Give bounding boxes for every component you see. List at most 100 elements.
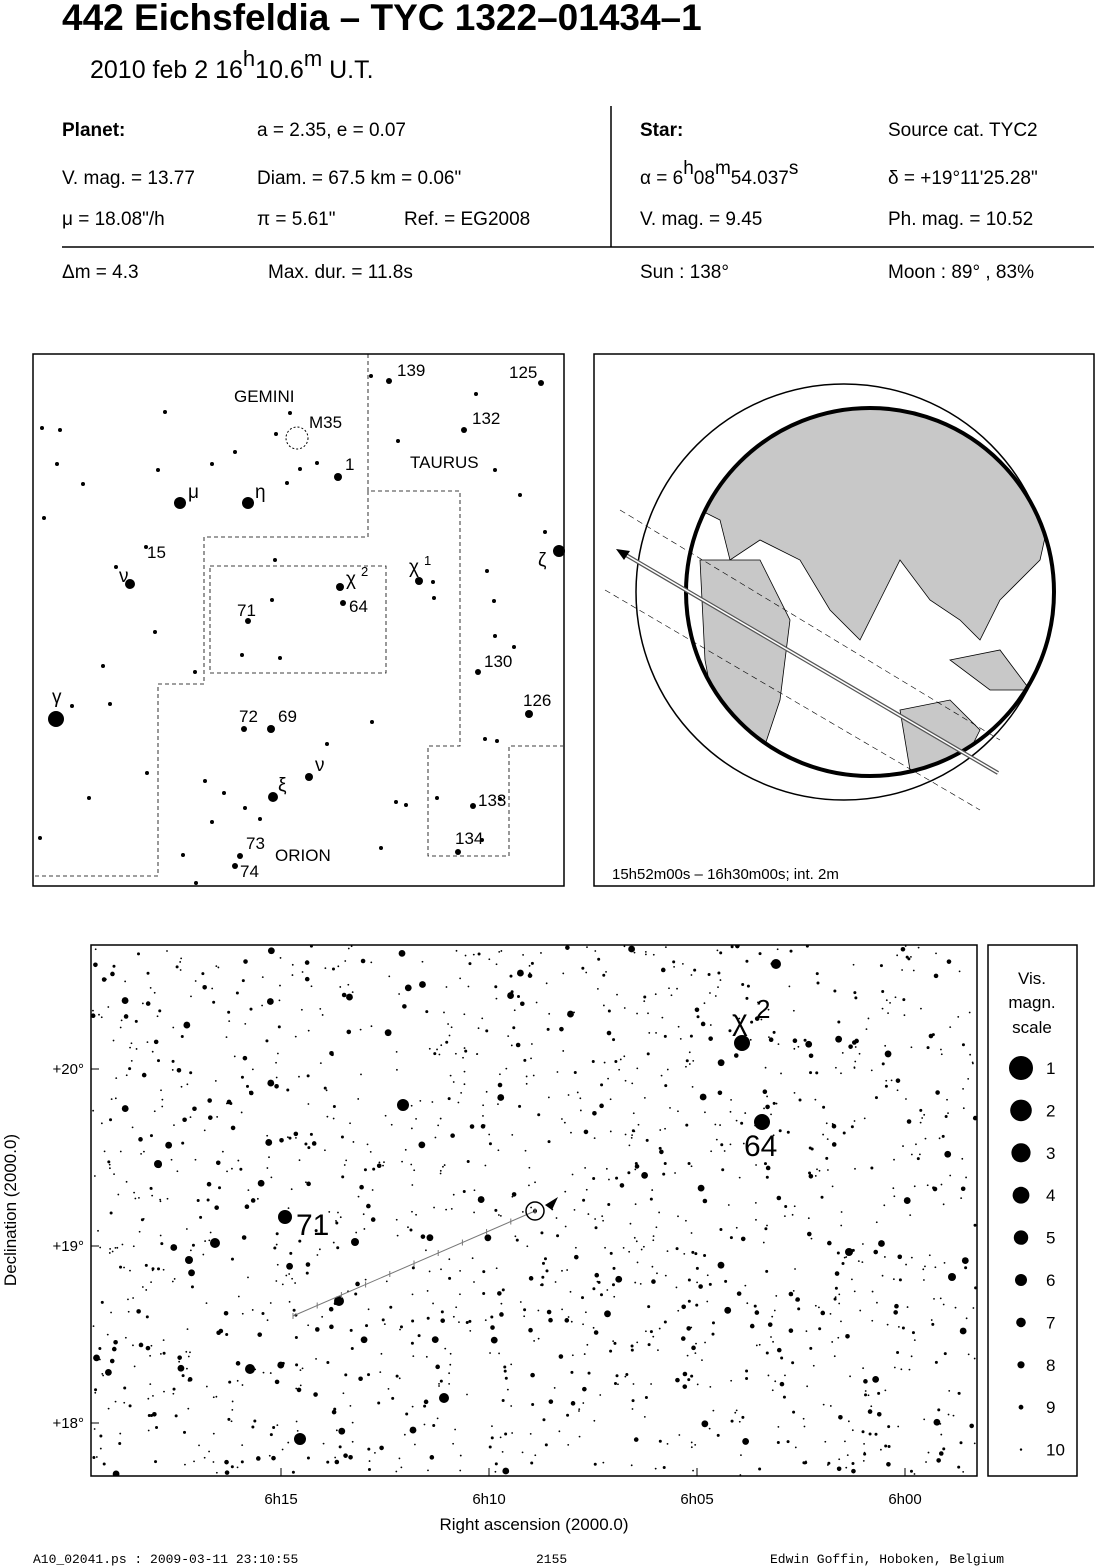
star [495, 963, 498, 966]
x-axis-label: Right ascension (2000.0) [439, 1515, 628, 1534]
star [711, 1332, 715, 1336]
star [296, 1387, 302, 1393]
star [268, 1454, 271, 1457]
star [403, 1433, 406, 1436]
star [674, 1172, 676, 1174]
star [444, 1347, 447, 1350]
star [538, 380, 544, 386]
star [179, 969, 182, 971]
star [475, 669, 481, 675]
shadow-track [625, 554, 999, 774]
star [339, 986, 342, 988]
star [459, 1454, 462, 1457]
star [613, 1382, 617, 1386]
star [304, 1142, 308, 1146]
star [175, 965, 179, 969]
star [348, 1454, 353, 1460]
star [107, 1160, 111, 1164]
star [70, 704, 74, 708]
star [861, 1243, 864, 1245]
delta: δ = +19°11'25.28" [888, 168, 1038, 189]
star [426, 1234, 434, 1242]
star [925, 1461, 927, 1463]
star [411, 1210, 413, 1213]
star [703, 1254, 707, 1258]
star [754, 1114, 770, 1130]
star [827, 1240, 832, 1246]
star [567, 1316, 570, 1318]
star [150, 1344, 153, 1347]
star [335, 1221, 339, 1225]
delta-mag: Δm = 4.3 [62, 262, 139, 283]
star [306, 1074, 310, 1078]
star [688, 1051, 691, 1054]
star [125, 579, 135, 589]
star [707, 973, 711, 977]
star [750, 1020, 754, 1024]
star [185, 1350, 188, 1353]
star [683, 1253, 686, 1255]
star [110, 971, 115, 977]
star [102, 1374, 105, 1377]
star [594, 1272, 600, 1278]
star [605, 971, 607, 973]
star [329, 1050, 334, 1056]
star [663, 1034, 667, 1038]
star [448, 1372, 451, 1375]
star [768, 1037, 774, 1043]
frame [593, 353, 1095, 887]
star [463, 1013, 466, 1016]
star [178, 1360, 181, 1363]
star [439, 1117, 442, 1120]
star [423, 1404, 427, 1408]
star [853, 1290, 856, 1293]
star [459, 1269, 462, 1272]
star [889, 1001, 891, 1004]
star [844, 1440, 846, 1443]
star [706, 1274, 709, 1277]
star [189, 1116, 192, 1118]
star [793, 1047, 796, 1050]
star [525, 1082, 528, 1085]
star [509, 974, 513, 978]
star [897, 1325, 900, 1328]
star [495, 739, 499, 743]
star [581, 966, 585, 970]
star [114, 1097, 117, 1100]
star [861, 1430, 865, 1434]
star [251, 1425, 255, 1429]
star [498, 950, 501, 953]
star [491, 1425, 493, 1428]
star [147, 1397, 150, 1400]
star [440, 1318, 446, 1323]
star [690, 1326, 693, 1329]
star [947, 1112, 949, 1115]
star [391, 1396, 395, 1400]
star [587, 1371, 591, 1375]
star [544, 1443, 548, 1447]
star [894, 1303, 899, 1309]
star [886, 1462, 891, 1467]
star [960, 1197, 963, 1200]
star [746, 1302, 749, 1305]
star [842, 1131, 846, 1135]
cluster [285, 426, 309, 450]
star [351, 1238, 359, 1246]
scale-label: 9 [1046, 1398, 1055, 1417]
star [717, 1261, 725, 1269]
star [261, 976, 264, 979]
star [797, 1045, 800, 1048]
star [814, 1098, 817, 1101]
scale-label: 4 [1046, 1186, 1055, 1205]
star [156, 1059, 160, 1063]
star [797, 1307, 801, 1311]
star [419, 981, 426, 988]
star [584, 1167, 587, 1169]
star [565, 945, 570, 950]
star [553, 1387, 556, 1389]
star [881, 1007, 884, 1010]
star [482, 1115, 484, 1117]
star [157, 1267, 161, 1271]
star [186, 1328, 189, 1331]
